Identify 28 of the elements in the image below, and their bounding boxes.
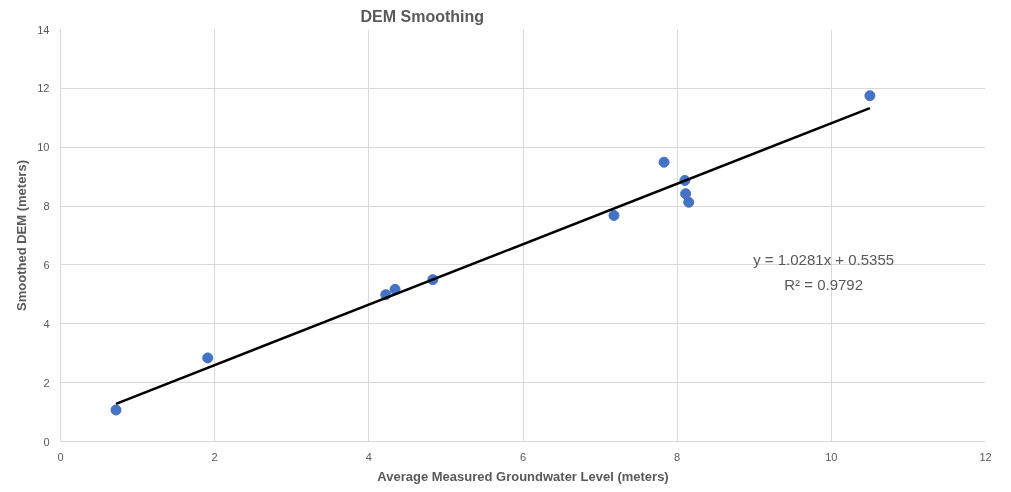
point xyxy=(864,90,876,102)
point xyxy=(202,352,214,364)
point xyxy=(389,283,401,295)
x-tick-label: 8 xyxy=(674,450,681,463)
y-tick-label: 12 xyxy=(37,82,50,95)
y-tick-label: 0 xyxy=(43,435,50,448)
y-tick-label: 8 xyxy=(43,200,50,213)
y-tick-label: 6 xyxy=(43,258,50,271)
point xyxy=(680,188,692,200)
point xyxy=(658,156,670,168)
x-tick-label: 6 xyxy=(519,450,527,463)
y-axis-title: Smoothed DEM (meters) xyxy=(14,160,30,311)
annotation: R² = 0.9792 xyxy=(784,275,864,293)
x-tick-label: 2 xyxy=(211,450,218,463)
y-tick-label: 10 xyxy=(37,141,50,154)
point xyxy=(608,210,620,221)
chart-title: DEM Smoothing xyxy=(360,7,485,25)
point xyxy=(683,196,695,208)
x-tick-label: 12 xyxy=(979,450,992,463)
x-tick-label: 0 xyxy=(57,450,64,463)
y-tick-label: 4 xyxy=(43,317,50,330)
y-tick-label: 2 xyxy=(43,376,50,389)
y-tick-label: 14 xyxy=(37,23,50,36)
x-axis-title: Average Measured Groundwater Level (meters) xyxy=(377,468,669,484)
x-tick-label: 10 xyxy=(825,450,838,463)
annotation: y = 1.0281x + 0.5355 xyxy=(753,250,895,268)
x-tick-label: 4 xyxy=(365,450,372,463)
point xyxy=(110,404,122,416)
